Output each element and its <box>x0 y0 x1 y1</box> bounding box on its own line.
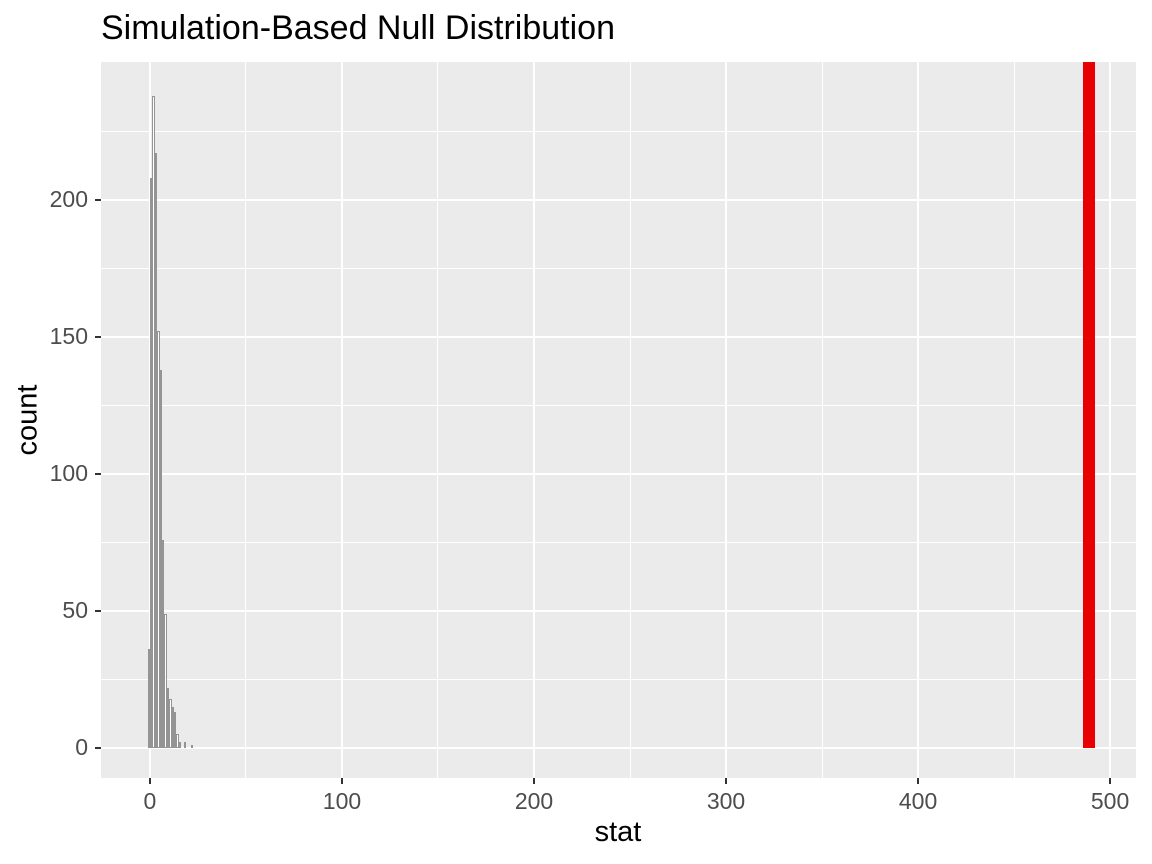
histogram-bar <box>164 613 167 748</box>
y-tick-label: 200 <box>49 186 88 213</box>
histogram-bar <box>176 734 179 748</box>
x-minor-gridline <box>629 62 631 778</box>
plot-panel <box>101 62 1136 778</box>
x-tick-mark <box>917 778 920 784</box>
y-minor-gridline <box>101 678 1136 680</box>
y-tick-mark <box>95 472 101 475</box>
y-minor-gridline <box>101 404 1136 406</box>
x-tick-label: 400 <box>898 788 938 814</box>
histogram-bar <box>166 687 170 748</box>
histogram-bar <box>171 706 174 748</box>
x-tick-label: 0 <box>143 788 157 814</box>
x-tick-mark <box>1109 778 1112 784</box>
histogram-bar <box>183 742 186 748</box>
histogram-bar <box>161 539 165 748</box>
y-axis-title: count <box>11 384 44 456</box>
y-major-gridline <box>101 746 1136 749</box>
y-tick-label: 50 <box>62 597 88 624</box>
x-tick-mark <box>725 778 728 784</box>
y-major-gridline <box>101 335 1136 338</box>
histogram-bar <box>159 369 162 748</box>
x-tick-label: 500 <box>1090 788 1130 814</box>
histogram-bar <box>147 649 150 748</box>
x-axis-title: stat <box>594 816 642 848</box>
x-major-gridline <box>917 62 920 778</box>
histogram-bar <box>157 331 160 748</box>
x-major-gridline <box>725 62 728 778</box>
x-tick-mark <box>340 778 343 784</box>
y-major-gridline <box>101 472 1136 475</box>
y-minor-gridline <box>101 541 1136 543</box>
x-major-gridline <box>1109 62 1112 778</box>
histogram-bar <box>178 742 182 748</box>
y-major-gridline <box>101 609 1136 612</box>
plot-title: Simulation-Based Null Distribution <box>101 9 616 47</box>
histogram-bar <box>154 153 158 748</box>
x-major-gridline <box>340 62 343 778</box>
x-minor-gridline <box>437 62 439 778</box>
x-minor-gridline <box>1013 62 1015 778</box>
x-major-gridline <box>533 62 535 778</box>
y-major-gridline <box>101 198 1136 201</box>
histogram-bar <box>173 712 177 748</box>
x-tick-label: 300 <box>706 788 746 814</box>
histogram-bar <box>152 95 155 748</box>
y-tick-mark <box>95 609 101 612</box>
x-tick-mark <box>148 778 151 784</box>
y-tick-label: 100 <box>49 460 88 487</box>
histogram-bar <box>149 177 153 748</box>
y-tick-label: 150 <box>49 323 88 350</box>
x-minor-gridline <box>245 62 247 778</box>
y-minor-gridline <box>101 130 1136 132</box>
histogram-bar <box>169 698 172 748</box>
observed-stat-bar <box>1083 62 1095 748</box>
y-tick-mark <box>95 335 101 338</box>
x-tick-label: 200 <box>514 788 554 814</box>
y-tick-mark <box>95 746 101 749</box>
x-tick-mark <box>533 778 535 784</box>
histogram-bar <box>190 745 194 748</box>
y-minor-gridline <box>101 267 1136 269</box>
y-tick-mark <box>95 198 101 201</box>
x-minor-gridline <box>821 62 823 778</box>
y-tick-label: 0 <box>75 734 88 761</box>
x-tick-label: 100 <box>322 788 362 814</box>
